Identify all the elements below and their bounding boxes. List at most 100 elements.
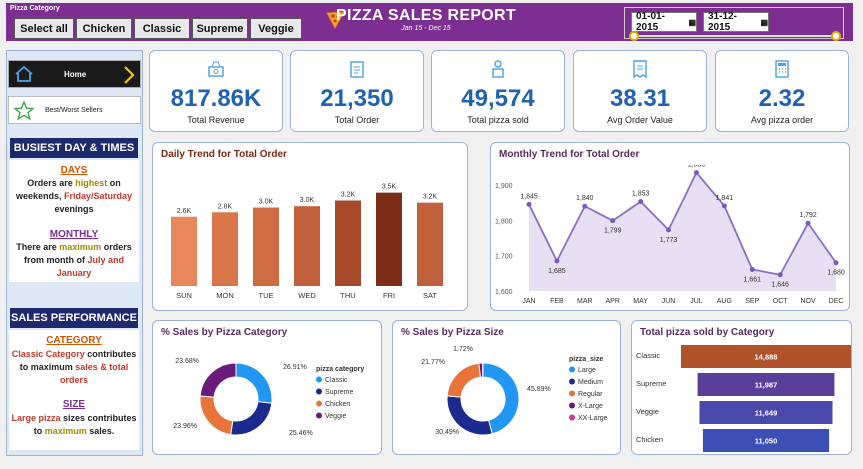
category-heading: CATEGORY bbox=[46, 335, 102, 346]
date-slider-handle-start[interactable] bbox=[629, 31, 639, 41]
x-tick-label: MAY bbox=[633, 298, 648, 305]
funnel-category-label: Supreme bbox=[636, 379, 666, 388]
top-bar: Pizza Category Select all Chicken Classi… bbox=[6, 3, 853, 41]
bar-data-label: 3.2K bbox=[423, 194, 438, 201]
point-data-label: 1,841 bbox=[716, 195, 734, 202]
point-jul bbox=[693, 170, 699, 176]
monthly-trend-chart: 1,900 1,800 1,700 1,600 1,845 JAN 1,685 FEB 1,84… bbox=[495, 165, 845, 305]
bar-data-label: 3.0K bbox=[300, 197, 315, 204]
busiest-section-title: BUSIEST DAY & TIMES bbox=[10, 138, 138, 158]
x-tick-label: MON bbox=[216, 291, 234, 300]
sales-by-size-card: % Sales by Pizza Size 45.89% 30.49% 21.77%… bbox=[392, 320, 621, 455]
bar-data-label: 3.5K bbox=[382, 184, 397, 191]
slice-veggie bbox=[199, 362, 237, 398]
slicer-chicken[interactable]: Chicken bbox=[76, 18, 132, 39]
legend-dot bbox=[316, 388, 322, 395]
y-tick-label: 1,700 bbox=[495, 254, 513, 261]
daily-trend-chart: 2.6K SUN 2.8K MON 3.0K TUE 3.0K WED 3.2K THU 3.5K F… bbox=[171, 184, 443, 300]
legend-item: X-Large bbox=[578, 403, 603, 410]
legend-item: XX-Large bbox=[578, 415, 608, 422]
pizza-sold-by-category-chart: Classic 14,888 Supreme 11,987 Veggie 11,649 Ch… bbox=[636, 345, 851, 452]
money-icon bbox=[208, 61, 224, 77]
calculator-icon bbox=[775, 60, 789, 78]
funnel-category-label: Classic bbox=[636, 351, 660, 360]
legend-dot bbox=[569, 414, 575, 421]
delivery-icon bbox=[492, 60, 504, 78]
legend-item: Medium bbox=[578, 379, 603, 386]
calendar-icon[interactable]: ▦ bbox=[760, 17, 768, 27]
point-apr bbox=[610, 218, 616, 224]
legend-dot bbox=[316, 376, 322, 383]
legend-item: Chicken bbox=[325, 401, 350, 408]
daily-trend-title: Daily Trend for Total Order bbox=[161, 149, 287, 160]
slicer-classic[interactable]: Classic bbox=[134, 18, 190, 39]
point-may bbox=[638, 199, 644, 205]
funnel-bar-supreme bbox=[697, 373, 835, 396]
bar-data-label: 3.0K bbox=[259, 199, 274, 206]
x-tick-label: NOV bbox=[801, 298, 817, 305]
kpi-card-avg-pizza-order: 2.32 Avg pizza order bbox=[715, 50, 849, 132]
slice-supreme bbox=[230, 401, 273, 436]
legend-item: Classic bbox=[325, 377, 348, 384]
point-jun bbox=[666, 227, 672, 233]
category-text: Classic Category contributes to maximum s… bbox=[11, 349, 137, 385]
point-dec bbox=[833, 260, 839, 266]
end-date-input[interactable]: 31-12-2015 ▦ bbox=[703, 11, 769, 33]
best-worst-label: Best/Worst Sellers bbox=[45, 107, 103, 114]
y-tick-label: 1,800 bbox=[495, 218, 513, 225]
calendar-icon[interactable]: ▦ bbox=[688, 17, 696, 27]
slicer-title: Pizza Category bbox=[10, 5, 60, 12]
date-slider-track[interactable] bbox=[633, 35, 837, 37]
monthly-trend-card: Monthly Trend for Total Order 1,900 1,800… bbox=[490, 142, 850, 311]
funnel-bar-veggie bbox=[699, 401, 833, 424]
x-tick-label: OCT bbox=[773, 298, 789, 305]
point-data-label: 1,646 bbox=[771, 282, 789, 289]
home-icon bbox=[15, 65, 33, 82]
date-range-slicer: 01-01-2015 ▦ 31-12-2015 ▦ bbox=[624, 7, 844, 41]
point-nov bbox=[805, 220, 811, 226]
funnel-data-label: 11,649 bbox=[755, 409, 778, 418]
slicer-supreme[interactable]: Supreme bbox=[192, 18, 248, 39]
slice-regular bbox=[446, 362, 482, 398]
y-tick-label: 1,600 bbox=[495, 289, 513, 296]
sales-by-category-card: % Sales by Pizza Category 26.91% 25.46% 23… bbox=[152, 320, 382, 455]
legend-item: Supreme bbox=[325, 389, 354, 396]
bar-wed bbox=[294, 206, 320, 286]
star-icon bbox=[14, 101, 34, 121]
x-tick-label: JAN bbox=[522, 298, 535, 305]
legend-dot bbox=[569, 366, 575, 373]
monthly-heading: MONTHLY bbox=[49, 229, 99, 240]
best-worst-nav-button[interactable]: Best/Worst Sellers bbox=[8, 96, 141, 124]
funnel-bar-classic bbox=[681, 345, 851, 368]
slicer-veggie[interactable]: Veggie bbox=[250, 18, 302, 39]
funnel-data-label: 14,888 bbox=[755, 353, 778, 362]
busiest-panel: DAYS Orders are highest on weekends, Frid… bbox=[9, 160, 139, 282]
kpi-value: 49,574 bbox=[461, 85, 535, 112]
start-date-input[interactable]: 01-01-2015 ▦ bbox=[631, 11, 697, 33]
slice-chicken bbox=[199, 395, 234, 436]
legend-dot bbox=[569, 402, 575, 409]
x-tick-label: FEB bbox=[550, 298, 564, 305]
days-text: Orders are highest on weekends, Friday/Sa… bbox=[15, 178, 133, 214]
start-date-value: 01-01-2015 bbox=[636, 11, 665, 33]
point-data-label: 1,935 bbox=[688, 165, 706, 169]
point-data-label: 1,773 bbox=[660, 237, 678, 244]
clipboard-icon bbox=[350, 61, 364, 78]
sales-performance-title: SALES PERFORMANCE bbox=[10, 308, 138, 328]
slice-data-label: 30.49% bbox=[435, 429, 459, 436]
legend-dot bbox=[569, 378, 575, 385]
daily-trend-card: Daily Trend for Total Order 2.6K SUN 2.8K M… bbox=[152, 142, 468, 311]
kpi-card-total-order: 21,350 Total Order bbox=[290, 50, 424, 132]
page-subtitle: Jan 15 - Dec 15 bbox=[401, 25, 451, 32]
legend-item: Veggie bbox=[325, 413, 347, 420]
sales-performance-panel: CATEGORY Classic Category contributes to … bbox=[9, 330, 139, 450]
legend-dot bbox=[316, 400, 322, 407]
home-nav-button[interactable]: Home bbox=[8, 60, 141, 88]
receipt-icon bbox=[633, 60, 647, 79]
slicer-select-all[interactable]: Select all bbox=[14, 18, 74, 39]
point-oct bbox=[777, 272, 783, 278]
bar-data-label: 3.2K bbox=[341, 192, 356, 199]
x-tick-label: SUN bbox=[176, 291, 192, 300]
date-slider-handle-end[interactable] bbox=[831, 31, 841, 41]
legend-item: Regular bbox=[578, 391, 603, 398]
